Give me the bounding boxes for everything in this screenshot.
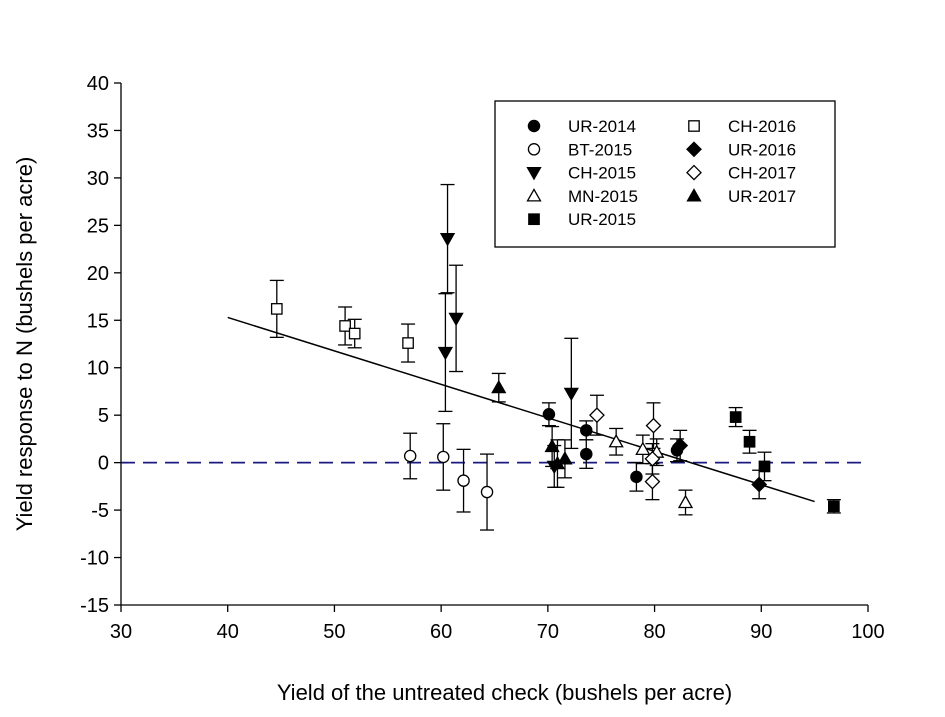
y-tick-label-15: 15 [87, 310, 109, 332]
point-UR-2014-1 [580, 424, 593, 437]
y-axis-title: Yield response to N (bushels per acre) [12, 157, 37, 532]
legend-label-MN-2015: MN-2015 [568, 187, 638, 206]
legend: UR-2014 BT-2015 CH-2015 MN-2015 UR-2015 CH-20… [494, 100, 836, 248]
x-tick-label-30: 30 [110, 621, 132, 643]
point-CH-2015-0 [439, 233, 456, 247]
point-UR-2017-3 [557, 451, 573, 465]
point-UR-2017-0 [491, 379, 507, 394]
point-BT-2015-1 [437, 450, 450, 464]
data-points-group [270, 233, 840, 513]
trend-line-group [227, 316, 815, 503]
point-CH-2017-1 [645, 417, 662, 434]
legend-marker-CH-2016 [688, 120, 700, 132]
legend-item-UR-2017: UR-2017 [686, 187, 796, 206]
x-tick-label-60: 60 [430, 621, 452, 643]
legend-marker-UR-2017 [686, 188, 702, 202]
point-CH-2015-1 [448, 312, 464, 327]
point-CH-2016-1 [339, 320, 351, 332]
trend-line [227, 316, 815, 503]
x-tick-label-40: 40 [217, 621, 239, 643]
point-UR-2016-1 [751, 476, 768, 493]
point-CH-2015-3 [563, 387, 579, 402]
legend-label-UR-2014: UR-2014 [568, 117, 636, 136]
point-BT-2015-2 [457, 474, 470, 487]
legend-item-CH-2016: CH-2016 [688, 117, 796, 136]
legend-box [494, 100, 836, 248]
point-UR-2017-1 [544, 438, 560, 453]
y-tick-label-25: 25 [87, 215, 109, 237]
point-CH-2015-2 [437, 346, 454, 361]
point-CH-2016-2 [348, 327, 361, 340]
legend-marker-UR-2015 [528, 213, 540, 226]
legend-label-UR-2015: UR-2015 [568, 210, 636, 229]
x-tick-label-70: 70 [537, 621, 559, 643]
legend-label-UR-2017: UR-2017 [728, 187, 796, 206]
point-CH-2017-0 [589, 407, 605, 424]
x-tick-label-80: 80 [643, 621, 665, 643]
y-tick-label--10: -10 [80, 548, 109, 570]
legend-marker-BT-2015 [527, 143, 541, 156]
point-CH-2016-0 [270, 303, 283, 315]
y-tick-label-40: 40 [87, 73, 109, 95]
point-UR-2015-3 [828, 500, 840, 513]
y-tick-label--5: -5 [91, 500, 109, 522]
legend-item-BT-2015: BT-2015 [527, 140, 632, 159]
y-tick-label-20: 20 [87, 263, 109, 285]
point-UR-2015-2 [758, 460, 771, 473]
point-CH-2016-3 [402, 337, 414, 349]
y-tick-label-10: 10 [87, 358, 109, 380]
y-tick-label-0: 0 [98, 453, 109, 475]
x-axis-title: Yield of the untreated check (bushels pe… [277, 680, 732, 705]
point-UR-2014-2 [580, 447, 593, 461]
point-MN-2015-1 [635, 441, 651, 455]
legend-marker-MN-2015 [526, 188, 542, 202]
legend-label-UR-2016: UR-2016 [728, 140, 796, 159]
point-UR-2015-0 [729, 411, 742, 423]
legend-label-CH-2016: CH-2016 [728, 117, 796, 136]
point-MN-2015-3 [677, 494, 694, 509]
y-tick-label-30: 30 [87, 168, 109, 190]
point-UR-2016-0 [672, 437, 689, 454]
legend-item-CH-2015: CH-2015 [526, 164, 636, 183]
legend-label-CH-2015: CH-2015 [568, 164, 636, 183]
legend-item-UR-2014: UR-2014 [527, 117, 636, 136]
point-CH-2017-3 [644, 473, 661, 490]
point-UR-2014-0 [542, 407, 556, 421]
y-tick-label-35: 35 [87, 120, 109, 142]
y-tick-label--15: -15 [80, 595, 109, 617]
legend-item-CH-2017: CH-2017 [686, 164, 796, 183]
point-CH-2017-2 [644, 450, 661, 467]
legend-item-MN-2015: MN-2015 [526, 187, 638, 206]
x-tick-label-90: 90 [750, 621, 772, 643]
point-MN-2015-0 [608, 433, 624, 448]
legend-label-CH-2017: CH-2017 [728, 164, 796, 183]
axes-group: 30 40 50 60 70 80 90 100 -15 -10 -5 0 5 10 15 20 25 30 35 4… [80, 73, 885, 643]
x-tick-label-50: 50 [323, 621, 345, 643]
legend-marker-CH-2015 [526, 166, 542, 181]
legend-marker-CH-2017 [686, 164, 702, 181]
legend-marker-UR-2016 [686, 141, 702, 158]
point-UR-2014-3 [630, 470, 643, 484]
point-BT-2015-3 [480, 485, 494, 499]
y-tick-label-5: 5 [98, 405, 109, 427]
point-UR-2015-1 [743, 435, 756, 448]
point-BT-2015-0 [403, 449, 417, 463]
legend-item-UR-2015: UR-2015 [528, 210, 636, 229]
legend-item-UR-2016: UR-2016 [686, 140, 796, 159]
x-tick-label-100: 100 [851, 621, 884, 643]
legend-label-BT-2015: BT-2015 [568, 140, 632, 159]
legend-marker-UR-2014 [527, 119, 541, 133]
